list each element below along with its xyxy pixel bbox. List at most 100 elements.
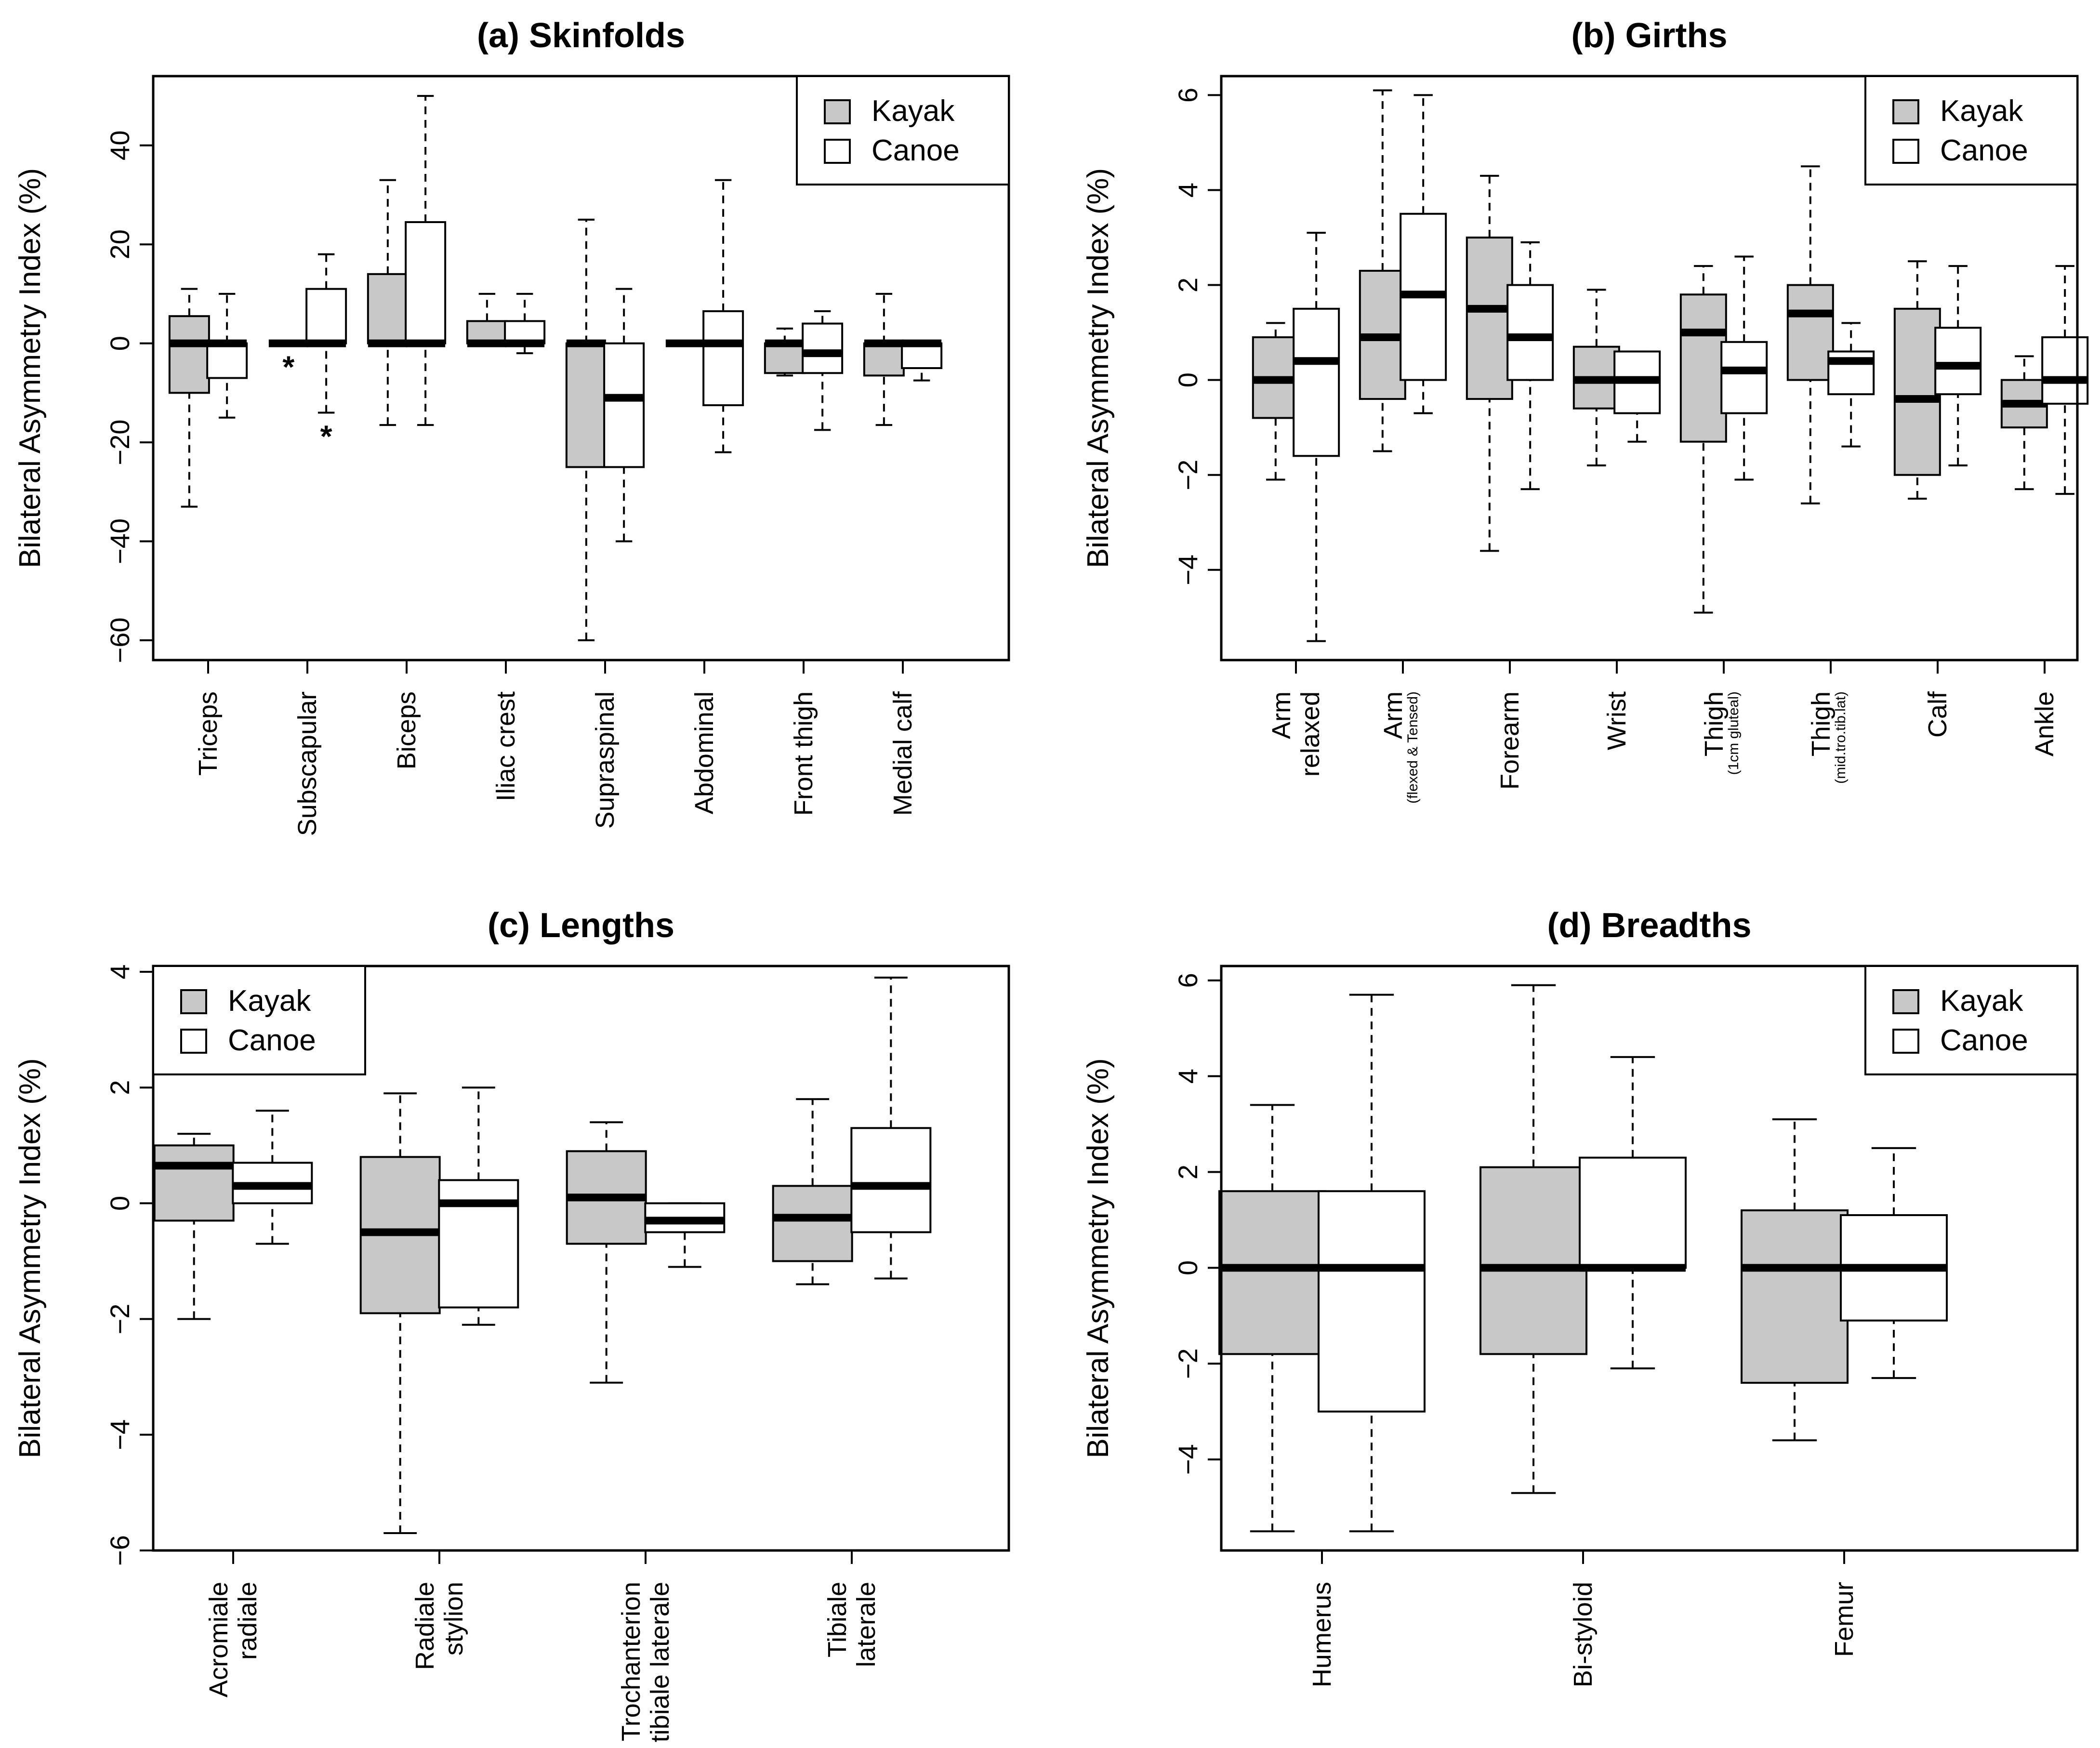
y-tick-label: 4 — [105, 964, 135, 979]
plot-frame — [1220, 965, 2079, 1552]
y-tick-label: −40 — [105, 518, 135, 564]
y-tick-label: −2 — [105, 1304, 135, 1335]
legend-swatch-canoe — [1892, 1029, 1919, 1054]
box-canoe — [1317, 993, 1426, 1533]
box-iqr — [764, 342, 806, 374]
box-canoe — [2041, 265, 2089, 495]
y-tick-label: 0 — [1173, 1260, 1203, 1275]
box-canoe — [1720, 255, 1768, 481]
box-kayak: * — [268, 339, 308, 384]
y-tick-label: −6 — [105, 1535, 135, 1566]
box-iqr — [206, 342, 248, 379]
box-iqr — [1720, 341, 1768, 414]
box-kayak — [1679, 265, 1727, 614]
legend: Kayak Canoe — [1864, 75, 2078, 185]
box-iqr — [1466, 237, 1513, 400]
category-label: Thigh — [1807, 691, 1836, 756]
box-canoe — [644, 1202, 726, 1268]
box-iqr — [305, 288, 347, 344]
category-label: Trochanterion — [617, 1582, 646, 1741]
category-label-line2: radiale — [233, 1582, 262, 1660]
box-iqr — [2041, 336, 2089, 405]
y-tick-label: −2 — [1173, 460, 1203, 490]
y-axis-label: Bilateral Asymmetry Index (%) — [1082, 1058, 1115, 1458]
y-tick-label: 4 — [1173, 1069, 1203, 1084]
box-canoe — [1839, 1147, 1948, 1379]
category-label: Humerus — [1308, 1582, 1336, 1687]
box-canoe — [1578, 1056, 1687, 1370]
box-kayak — [1218, 1104, 1327, 1533]
box-kayak — [153, 1133, 235, 1320]
box-iqr — [1317, 1190, 1426, 1413]
y-tick-label: −4 — [105, 1419, 135, 1450]
category-label-line2: laterale — [852, 1582, 881, 1667]
panel-breadths: (d) Breadths Bilateral Asymmetry Index (%… — [1082, 906, 2079, 1687]
category-label: Subscapular — [293, 691, 322, 836]
box-iqr — [1578, 1156, 1687, 1269]
category-label: Acromiale — [204, 1582, 233, 1697]
box-iqr — [1934, 327, 1982, 396]
box-kayak — [168, 288, 210, 508]
category-label: Wrist — [1602, 691, 1631, 750]
box-kayak — [1359, 89, 1406, 452]
category-label-line2: stylion — [439, 1582, 468, 1655]
box-canoe — [603, 288, 645, 543]
y-tick-label: 0 — [105, 1196, 135, 1211]
category-label: Supraspinal — [591, 691, 620, 829]
legend-label-kayak: Kayak — [1940, 984, 2023, 1018]
y-tick-label: 6 — [1173, 88, 1203, 103]
y-tick-label: −2 — [1173, 1348, 1203, 1379]
legend-swatch-canoe — [1892, 139, 1919, 164]
category-label: Abdominal — [690, 691, 719, 814]
legend: Kayak Canoe — [1864, 965, 2078, 1075]
box-iqr — [850, 1127, 932, 1233]
panel-girths: (b) Girths Bilateral Asymmetry Index (%) −… — [1082, 16, 2089, 804]
legend-label-canoe: Canoe — [228, 1024, 316, 1057]
category-label: Forearm — [1495, 691, 1524, 790]
category-label: Triceps — [194, 691, 223, 776]
panel-lengths: (c) Lengths Bilateral Asymmetry Index (%)… — [13, 906, 1010, 1742]
plot-frame — [152, 75, 1010, 662]
outlier-marker: * — [320, 419, 332, 454]
legend-swatch-kayak — [180, 989, 207, 1014]
panel-skinfolds: (a) Skinfolds Bilateral Asymmetry Index (… — [13, 16, 1010, 836]
legend-frame — [796, 75, 1010, 185]
box-iqr — [901, 342, 943, 369]
box-iqr — [1506, 284, 1554, 381]
box-iqr — [863, 342, 905, 377]
category-label: Arm — [1267, 691, 1296, 739]
box-iqr — [438, 1179, 519, 1309]
legend-swatch-canoe — [824, 139, 851, 164]
category-label: Front thigh — [789, 691, 818, 816]
y-tick-label: −4 — [1173, 555, 1203, 585]
y-axis-label: Bilateral Asymmetry Index (%) — [13, 168, 47, 568]
box-canoe: * — [305, 253, 347, 454]
legend-swatch-kayak — [1892, 99, 1919, 124]
category-label-line2: tibiale laterale — [646, 1582, 674, 1742]
category-label: Arm — [1379, 691, 1408, 739]
box-iqr — [1218, 1190, 1327, 1355]
plot-frame — [1220, 75, 2079, 662]
plot-frame — [152, 965, 1010, 1552]
box-canoe — [438, 1086, 519, 1326]
box-canoe — [1400, 94, 1447, 414]
box-iqr — [802, 322, 844, 374]
box-kayak — [1786, 165, 1834, 504]
legend: Kayak Canoe — [796, 75, 1010, 185]
y-tick-label: −4 — [1173, 1444, 1203, 1475]
category-label: Calf — [1923, 691, 1952, 738]
category-label: Biceps — [392, 691, 421, 769]
legend-label-kayak: Kayak — [228, 984, 311, 1018]
box-iqr — [168, 315, 210, 394]
box-iqr — [702, 310, 744, 407]
box-iqr — [1679, 293, 1727, 443]
category-label-line2: (mid.tro.tib.lat) — [1833, 691, 1849, 784]
y-axis-label: Bilateral Asymmetry Index (%) — [1082, 168, 1115, 568]
box-kayak — [1479, 984, 1588, 1494]
legend-swatch-kayak — [1892, 989, 1919, 1014]
y-tick-label: −20 — [105, 420, 135, 465]
box-iqr — [405, 221, 447, 344]
box-iqr — [565, 342, 607, 468]
box-canoe — [850, 977, 932, 1280]
